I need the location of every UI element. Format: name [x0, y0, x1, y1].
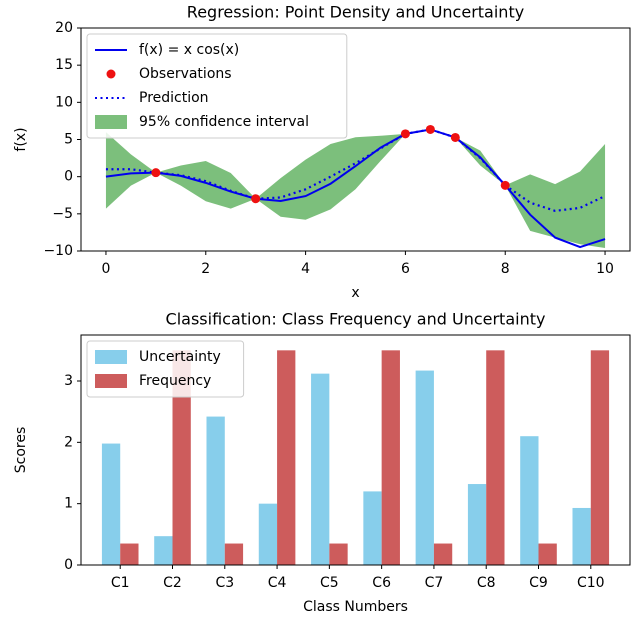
x-tick-label: C4 — [268, 575, 287, 591]
y-axis-label: Scores — [13, 427, 29, 474]
bar — [172, 350, 191, 565]
bar — [415, 370, 434, 565]
legend-swatch — [95, 350, 127, 364]
y-tick-label: −10 — [43, 243, 73, 259]
x-tick-label: C8 — [477, 575, 496, 591]
x-tick-label: C6 — [372, 575, 391, 591]
confidence-band — [105, 129, 606, 249]
bar — [467, 484, 487, 565]
plot-area — [105, 128, 606, 249]
plot-frame — [80, 334, 631, 566]
x-tick-label: C5 — [320, 575, 339, 591]
x-tick-label: C3 — [215, 575, 234, 591]
y-tick-label: 2 — [64, 434, 73, 450]
bar — [329, 543, 348, 565]
bar — [486, 350, 505, 565]
bar — [277, 350, 296, 565]
legend-label: 95% confidence interval — [139, 114, 309, 130]
bar — [433, 543, 453, 565]
x-tick-label: 4 — [301, 261, 310, 277]
bar — [101, 443, 121, 565]
bar — [120, 543, 139, 565]
legend-frame — [86, 33, 348, 139]
bar — [520, 436, 539, 565]
chart-title: Regression: Point Density and Uncertaint… — [187, 3, 524, 22]
x-tick-label: 10 — [596, 261, 614, 277]
y-axis-label: f(x) — [13, 127, 29, 151]
x-tick-label: C1 — [111, 575, 130, 591]
y-tick-label: 3 — [64, 373, 73, 389]
bar — [572, 507, 591, 565]
plot-frame — [80, 27, 631, 252]
legend-label: Frequency — [139, 373, 211, 389]
x-tick-label: 8 — [501, 261, 510, 277]
x-tick-label: C7 — [425, 575, 444, 591]
x-tick-label: 2 — [201, 261, 210, 277]
y-tick-label: 20 — [55, 20, 73, 36]
bar — [206, 416, 225, 565]
bar — [590, 350, 610, 565]
bar — [258, 503, 278, 565]
legend-label: Observations — [139, 66, 232, 82]
x-tick-label: C9 — [529, 575, 548, 591]
y-tick-label: 0 — [64, 557, 73, 573]
y-tick-label: 15 — [55, 57, 73, 73]
legend-swatch — [95, 374, 127, 388]
legend-label: f(x) = x cos(x) — [139, 42, 239, 58]
bar — [224, 543, 244, 565]
y-tick-label: −5 — [52, 206, 73, 222]
observation-point — [425, 124, 435, 134]
bar — [381, 350, 400, 565]
observation-point — [151, 168, 161, 178]
legend-swatch — [95, 115, 127, 129]
bar — [363, 491, 382, 565]
bar — [154, 536, 173, 565]
observation-point — [450, 132, 460, 142]
bar — [311, 373, 330, 565]
observation-point — [500, 180, 510, 190]
x-tick-label: C10 — [577, 575, 605, 591]
x-axis-label: x — [351, 285, 359, 301]
line — [105, 128, 606, 212]
legend-marker — [106, 69, 116, 79]
y-tick-label: 10 — [55, 94, 73, 110]
legend-label: Uncertainty — [139, 349, 221, 365]
x-tick-label: 0 — [101, 261, 110, 277]
observation-point — [400, 129, 410, 139]
y-tick-label: 5 — [64, 132, 73, 148]
y-tick-label: 0 — [64, 169, 73, 185]
x-axis-label: Class Numbers — [303, 599, 408, 615]
chart-title: Classification: Class Frequency and Unce… — [166, 310, 546, 329]
legend-label: Prediction — [139, 90, 209, 106]
x-tick-label: C2 — [163, 575, 182, 591]
x-tick-label: 6 — [401, 261, 410, 277]
observation-point — [251, 194, 261, 204]
bar — [538, 543, 557, 565]
y-tick-label: 1 — [64, 496, 73, 512]
